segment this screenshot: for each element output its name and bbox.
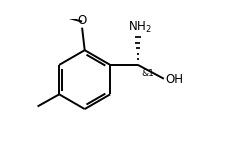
Text: NH$_2$: NH$_2$ <box>127 20 151 35</box>
Text: OH: OH <box>165 73 183 86</box>
Text: &1: &1 <box>141 69 154 78</box>
Text: methoxy: methoxy <box>36 1 88 14</box>
Text: O: O <box>77 14 86 27</box>
